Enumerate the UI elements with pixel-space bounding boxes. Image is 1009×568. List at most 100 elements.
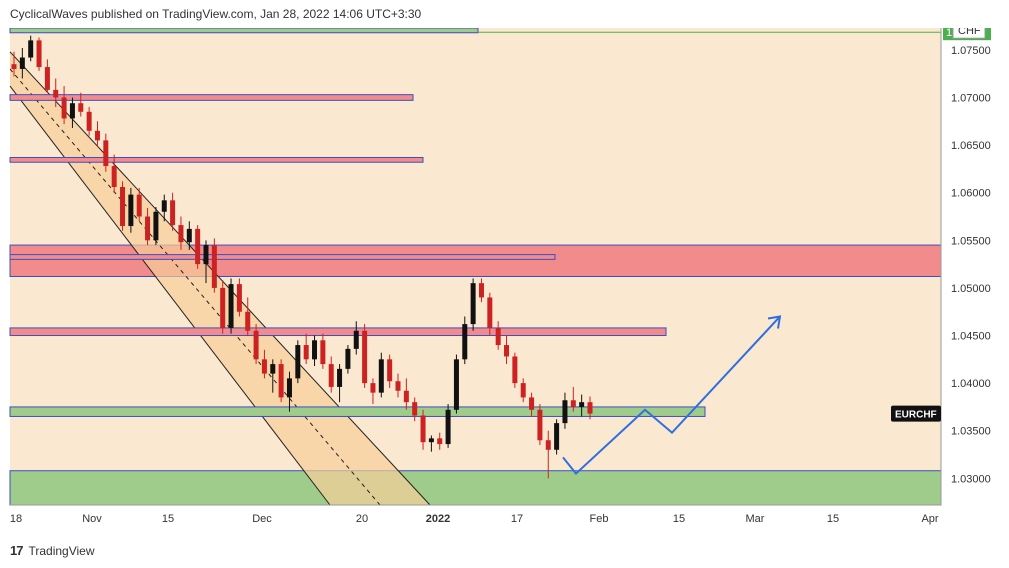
candle-body[interactable] <box>19 57 25 69</box>
symbol-tag[interactable] <box>891 405 941 422</box>
candle-body[interactable] <box>587 402 593 414</box>
candle-body[interactable] <box>236 284 242 312</box>
candle-body[interactable] <box>94 130 100 141</box>
candle-body[interactable] <box>520 383 526 398</box>
candle-body[interactable] <box>295 345 301 379</box>
channel-upper-line[interactable] <box>9 51 431 506</box>
candle-body[interactable] <box>470 283 476 325</box>
green-support-zone[interactable] <box>9 470 942 506</box>
candle-body[interactable] <box>61 97 67 119</box>
horizontal-band-1[interactable] <box>9 28 479 34</box>
candle-body[interactable] <box>462 324 468 360</box>
candle-body[interactable] <box>286 378 292 398</box>
horizontal-band-2[interactable] <box>9 94 414 101</box>
candle-body[interactable] <box>111 166 117 187</box>
candle-body[interactable] <box>554 423 560 450</box>
candle-body[interactable] <box>504 345 510 357</box>
x-tick-label: 15 <box>162 513 174 525</box>
candle-body[interactable] <box>195 228 201 265</box>
symbol-tag-text: EURCHF <box>895 410 937 421</box>
x-tick-label: 17 <box>511 513 523 525</box>
price-chart[interactable]: 1.07500 1.07000 1.06500 1.06000 1.05500 1.050… <box>0 28 1009 568</box>
candle-body[interactable] <box>53 89 59 98</box>
candle-body[interactable] <box>228 284 234 328</box>
candle-body[interactable] <box>261 359 267 374</box>
candle-body[interactable] <box>203 245 209 265</box>
candle-body[interactable] <box>245 311 251 331</box>
candle-body[interactable] <box>337 368 343 387</box>
channel-lower-line[interactable] <box>9 85 331 506</box>
candle-body[interactable] <box>28 40 34 58</box>
candle-body[interactable] <box>178 225 184 243</box>
candle-body[interactable] <box>512 356 518 384</box>
horizontal-band-3[interactable] <box>9 156 424 163</box>
candle-body[interactable] <box>328 364 334 387</box>
candle-body[interactable] <box>103 140 109 167</box>
time-axis[interactable]: 18 Nov 15 Dec 20 2022 17 Feb 15 Mar 15 Apr <box>10 504 941 525</box>
candle-body[interactable] <box>437 438 443 445</box>
candle-body[interactable] <box>370 383 376 393</box>
candle-body[interactable] <box>529 397 535 410</box>
y-tick-label: 1.05000 <box>951 283 991 295</box>
horizontal-band-5[interactable] <box>9 327 667 337</box>
price-axis[interactable]: 1.07500 1.07000 1.06500 1.06000 1.05500 1.050… <box>891 28 991 505</box>
candle-body[interactable] <box>186 228 192 243</box>
candle-body[interactable] <box>69 103 75 119</box>
candle-body[interactable] <box>445 409 451 445</box>
candle-body[interactable] <box>312 340 318 360</box>
candle-body[interactable] <box>170 200 176 226</box>
x-tick-label: Nov <box>82 513 102 525</box>
horizontal-band-4[interactable] <box>9 254 556 260</box>
candle-body[interactable] <box>153 211 159 241</box>
candle-body[interactable] <box>278 364 284 398</box>
candle-body[interactable] <box>487 297 493 328</box>
candle-body[interactable] <box>270 364 276 374</box>
candle-body[interactable] <box>403 390 409 403</box>
candle-body[interactable] <box>420 415 426 443</box>
y-tick-label: 1.06000 <box>951 188 991 200</box>
candle-body[interactable] <box>412 402 418 416</box>
plot-area[interactable] <box>9 28 942 506</box>
candle-body[interactable] <box>220 287 226 328</box>
projection-path[interactable] <box>562 315 781 476</box>
candle-body[interactable] <box>120 187 126 227</box>
candle-body[interactable] <box>161 200 167 212</box>
candle-body[interactable] <box>545 440 551 450</box>
currency-label-box <box>952 28 986 39</box>
candle-body[interactable] <box>136 194 142 217</box>
candle-body[interactable] <box>128 194 134 227</box>
candle-body[interactable] <box>453 359 459 410</box>
candle-body[interactable] <box>345 348 351 369</box>
candle-body[interactable] <box>86 111 92 131</box>
horizontal-band-6[interactable] <box>9 406 706 417</box>
candle-body[interactable] <box>579 402 585 407</box>
candle-body[interactable] <box>145 216 151 241</box>
candle-body[interactable] <box>78 103 84 112</box>
candle-body[interactable] <box>537 409 543 441</box>
x-tick-label: Mar <box>746 513 765 525</box>
candle-body[interactable] <box>211 245 217 288</box>
candle-body[interactable] <box>353 330 359 349</box>
candle-body[interactable] <box>320 340 326 365</box>
x-tick-label: Apr <box>921 513 938 525</box>
candle-body[interactable] <box>478 283 484 298</box>
candle-body[interactable] <box>253 330 259 360</box>
candle-body[interactable] <box>378 359 384 393</box>
candle-body[interactable] <box>428 438 434 443</box>
y-tick-label: 1.07000 <box>951 93 991 105</box>
candle-body[interactable] <box>562 400 568 424</box>
y-tick-label: 1.03500 <box>951 426 991 438</box>
candle-body[interactable] <box>36 40 42 68</box>
candle-body[interactable] <box>11 64 17 69</box>
candle-body[interactable] <box>387 359 393 382</box>
candle-body[interactable] <box>303 345 309 360</box>
candle-body[interactable] <box>395 381 401 391</box>
x-tick-label: 15 <box>673 513 685 525</box>
candle-body[interactable] <box>495 327 501 346</box>
candle-body[interactable] <box>362 330 368 384</box>
candle-body[interactable] <box>570 400 576 407</box>
tradingview-logo-icon[interactable]: 17 <box>10 543 24 558</box>
x-tick-label: 18 <box>10 513 22 525</box>
candle-body[interactable] <box>44 67 50 90</box>
y-tick-label: 1.03000 <box>951 473 991 485</box>
